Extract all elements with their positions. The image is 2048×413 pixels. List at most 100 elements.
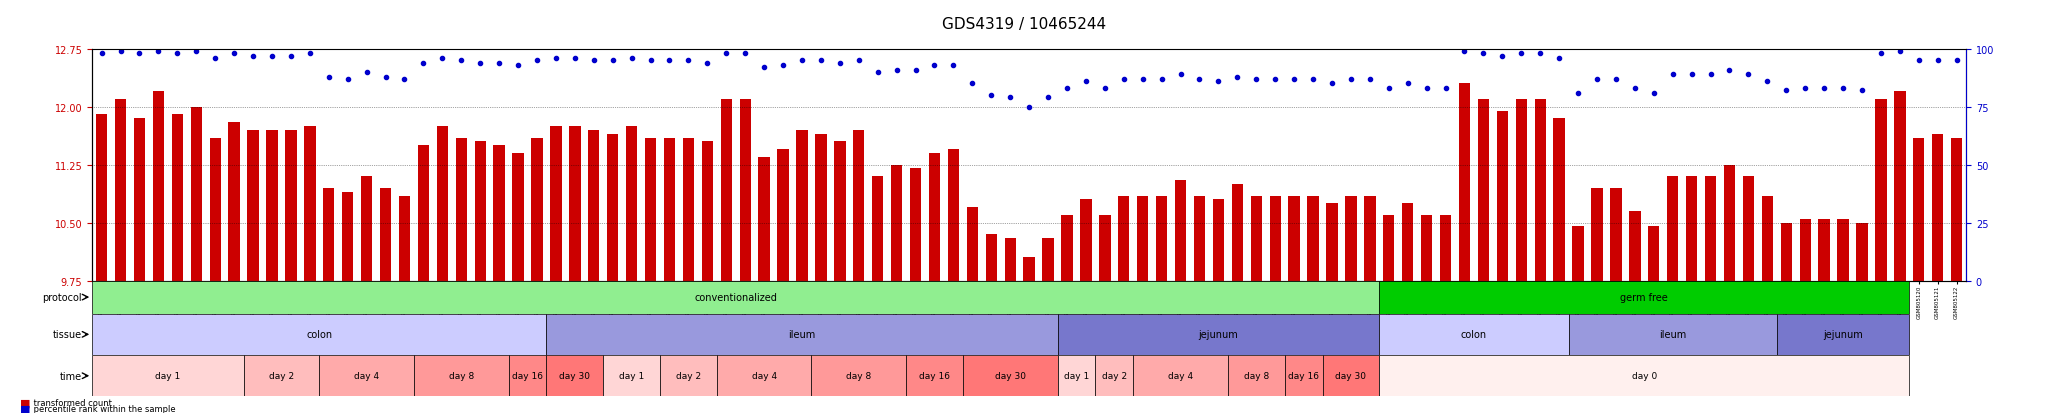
Text: ■: ■ (20, 398, 31, 408)
Text: day 30: day 30 (995, 371, 1026, 380)
FancyBboxPatch shape (92, 355, 244, 396)
FancyBboxPatch shape (1229, 355, 1284, 396)
FancyBboxPatch shape (717, 355, 811, 396)
Bar (702, 142, 713, 281)
FancyBboxPatch shape (1378, 281, 1909, 314)
Bar (1421, 215, 1432, 281)
Text: day 30: day 30 (1335, 371, 1366, 380)
Bar (645, 138, 655, 281)
FancyBboxPatch shape (244, 355, 319, 396)
Bar (1800, 219, 1810, 281)
Text: day 8: day 8 (846, 371, 870, 380)
Bar (721, 100, 731, 281)
Bar (1819, 219, 1829, 281)
Bar (1118, 196, 1128, 281)
Text: day 30: day 30 (559, 371, 590, 380)
Bar (1554, 119, 1565, 281)
Bar (778, 150, 788, 281)
Bar (418, 146, 430, 281)
FancyBboxPatch shape (547, 314, 1057, 355)
Bar (909, 169, 922, 281)
Text: day 8: day 8 (449, 371, 473, 380)
Bar (1534, 100, 1546, 281)
Text: time: time (59, 371, 82, 381)
Text: day 1: day 1 (1063, 371, 1090, 380)
FancyBboxPatch shape (1057, 355, 1096, 396)
Bar (588, 131, 600, 281)
Bar (1876, 100, 1886, 281)
Bar (1855, 223, 1868, 281)
Bar (1628, 211, 1640, 281)
FancyBboxPatch shape (1569, 314, 1778, 355)
Bar (1137, 196, 1149, 281)
Text: day 16: day 16 (920, 371, 950, 380)
FancyBboxPatch shape (1057, 314, 1378, 355)
Bar (1913, 138, 1925, 281)
Bar (834, 142, 846, 281)
Bar (96, 115, 106, 281)
Text: day 4: day 4 (354, 371, 379, 380)
Bar (1458, 84, 1470, 281)
Bar (682, 138, 694, 281)
Text: day 1: day 1 (156, 371, 180, 380)
Bar (1667, 177, 1679, 281)
Bar (1952, 138, 1962, 281)
FancyBboxPatch shape (92, 314, 547, 355)
Bar (985, 235, 997, 281)
Text: ileum: ileum (788, 330, 815, 339)
Bar (1382, 215, 1395, 281)
Bar (1270, 196, 1280, 281)
Bar (1780, 223, 1792, 281)
FancyBboxPatch shape (508, 355, 547, 396)
Bar (342, 192, 354, 281)
Bar (1061, 215, 1073, 281)
FancyBboxPatch shape (547, 355, 604, 396)
Bar (872, 177, 883, 281)
Bar (1024, 258, 1034, 281)
Bar (891, 165, 903, 281)
Bar (1346, 196, 1356, 281)
FancyBboxPatch shape (1378, 355, 1909, 396)
Text: day 8: day 8 (1243, 371, 1270, 380)
Bar (1516, 100, 1528, 281)
Bar (1194, 196, 1204, 281)
Bar (530, 138, 543, 281)
Text: day 4: day 4 (752, 371, 776, 380)
Bar (1176, 180, 1186, 281)
Bar (1231, 185, 1243, 281)
Bar (1100, 215, 1110, 281)
Text: transformed count: transformed count (31, 398, 111, 407)
Bar (305, 127, 315, 281)
Text: day 4: day 4 (1167, 371, 1194, 380)
Bar (209, 138, 221, 281)
Text: germ free: germ free (1620, 292, 1669, 302)
Bar (190, 107, 203, 281)
Bar (797, 131, 807, 281)
Text: tissue: tissue (53, 330, 82, 339)
Bar (475, 142, 485, 281)
Bar (854, 131, 864, 281)
Text: day 2: day 2 (676, 371, 700, 380)
Text: day 0: day 0 (1632, 371, 1657, 380)
FancyBboxPatch shape (1778, 314, 1909, 355)
Bar (1837, 219, 1849, 281)
Bar (1761, 196, 1774, 281)
Bar (930, 154, 940, 281)
FancyBboxPatch shape (905, 355, 963, 396)
Bar (627, 127, 637, 281)
Bar (512, 154, 524, 281)
Bar (967, 208, 979, 281)
Bar (1610, 188, 1622, 281)
FancyBboxPatch shape (604, 355, 659, 396)
FancyBboxPatch shape (963, 355, 1057, 396)
Bar (1042, 238, 1055, 281)
Text: GDS4319 / 10465244: GDS4319 / 10465244 (942, 17, 1106, 31)
FancyBboxPatch shape (659, 355, 717, 396)
Text: ileum: ileum (1659, 330, 1686, 339)
Bar (739, 100, 752, 281)
FancyBboxPatch shape (1378, 314, 1569, 355)
Bar (664, 138, 676, 281)
Bar (1479, 100, 1489, 281)
FancyBboxPatch shape (1096, 355, 1133, 396)
Text: conventionalized: conventionalized (694, 292, 776, 302)
